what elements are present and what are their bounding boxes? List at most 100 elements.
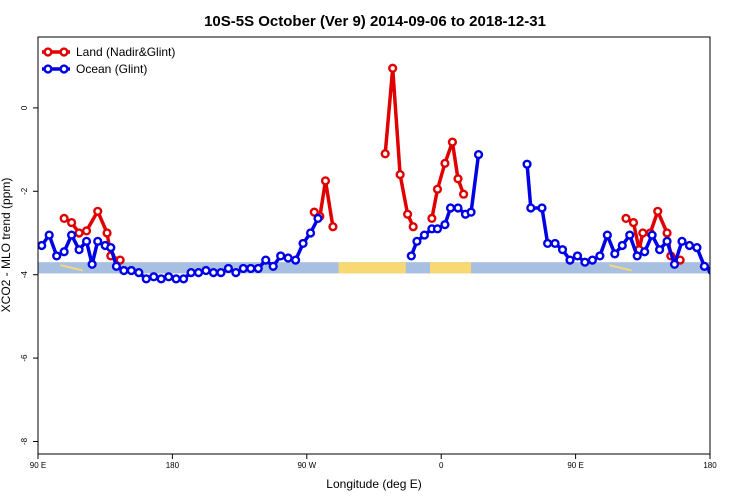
ocean-data-point xyxy=(647,230,657,240)
ocean-data-point xyxy=(445,203,456,213)
y-tick-label: -8 xyxy=(20,437,29,445)
land-data-point xyxy=(74,228,84,238)
ocean-data-point xyxy=(126,265,136,276)
land-data-point xyxy=(59,213,69,223)
ocean-data-point xyxy=(268,261,278,271)
plot-frame xyxy=(37,36,711,455)
ocean-data-point xyxy=(412,236,422,246)
ocean-data-point xyxy=(580,257,590,267)
ocean-data-point xyxy=(74,245,84,255)
ocean-data-point xyxy=(156,274,166,284)
x-tick-label: 90 E xyxy=(30,461,46,470)
ocean-data-point xyxy=(291,255,301,265)
ocean-data-point xyxy=(119,265,129,276)
land-data-point xyxy=(328,222,338,232)
ocean-data-point xyxy=(201,265,211,276)
ocean-data-point xyxy=(640,247,650,257)
legend-ocean-marker xyxy=(43,64,53,74)
land-data-point xyxy=(66,217,77,228)
ocean-data-point xyxy=(171,274,181,284)
land-data-point xyxy=(115,255,125,265)
land-series-line xyxy=(383,66,415,228)
land-data-point xyxy=(380,149,390,159)
legend-ocean-marker xyxy=(59,64,69,74)
ocean-data-point xyxy=(440,220,450,230)
land-data-point xyxy=(427,213,437,223)
ocean-data-point xyxy=(738,273,745,280)
ocean-data-point xyxy=(93,236,103,246)
y-tick-label: -6 xyxy=(20,354,29,362)
ocean-data-point xyxy=(669,259,680,269)
ocean-data-point xyxy=(59,247,69,257)
ocean-data-point xyxy=(572,251,583,261)
ocean-data-point xyxy=(432,224,443,234)
x-tick-label: 180 xyxy=(703,461,717,470)
ocean-data-point xyxy=(453,203,463,213)
ocean-data-point xyxy=(186,268,196,278)
ocean-data-point xyxy=(565,255,575,265)
ocean-data-point xyxy=(550,238,560,249)
ocean-data-point xyxy=(208,268,219,278)
land-data-point xyxy=(408,222,418,232)
ocean-data-point xyxy=(216,268,226,278)
ocean-data-point xyxy=(52,251,62,261)
ocean-data-point xyxy=(406,251,416,261)
x-tick-label: 0 xyxy=(439,461,444,470)
ocean-data-point xyxy=(44,230,54,240)
ocean-data-point xyxy=(473,149,484,160)
land-data-point xyxy=(320,176,331,186)
y-tick-label: -2 xyxy=(20,187,29,195)
ocean-data-point xyxy=(164,272,174,282)
chart-title: 10S-5S October (Ver 9) 2014-09-06 to 201… xyxy=(204,13,546,30)
ocean-data-point xyxy=(542,238,553,249)
x-tick-label: 180 xyxy=(166,461,180,470)
ocean-data-point xyxy=(662,236,672,246)
ocean-data-point xyxy=(466,207,476,217)
ocean-data-point xyxy=(231,268,241,278)
land-data-point xyxy=(395,170,405,180)
ocean-data-point xyxy=(276,251,286,261)
ocean-data-point xyxy=(261,255,271,265)
ocean-data-point xyxy=(283,253,293,263)
x-axis-label: Longitude (deg E) xyxy=(326,477,421,491)
ocean-data-point xyxy=(537,203,547,213)
ocean-data-point xyxy=(557,245,568,255)
ocean-data-point xyxy=(723,269,730,276)
y-axis-label: XCO2 - MLO trend (ppm) xyxy=(0,178,13,313)
land-data-point xyxy=(621,213,631,223)
ocean-data-point xyxy=(522,159,532,169)
ocean-data-point xyxy=(526,203,536,213)
ocean-data-point xyxy=(246,263,256,274)
ocean-series-line xyxy=(525,164,710,272)
ocean-data-point xyxy=(625,230,635,240)
ocean-data-point xyxy=(595,251,605,261)
ocean-data-point xyxy=(684,240,695,251)
ocean-data-point xyxy=(38,240,47,251)
ocean-data-point xyxy=(654,245,665,255)
land-data-point xyxy=(662,228,672,238)
ocean-data-point xyxy=(587,255,598,265)
ocean-data-point xyxy=(610,249,620,259)
x-tick-label: 90 W xyxy=(297,461,316,470)
ocean-data-point xyxy=(179,274,189,284)
x-tick-label: 90 E xyxy=(567,461,583,470)
land-data-point xyxy=(388,63,398,73)
ocean-data-point xyxy=(298,238,308,249)
land-data-point xyxy=(93,206,103,216)
legend: Land (Nadir&Glint) Ocean (Glint) xyxy=(42,45,175,76)
ocean-data-point xyxy=(602,230,612,240)
ocean-data-point xyxy=(149,272,159,282)
ocean-data-point xyxy=(707,266,710,275)
land-mark xyxy=(608,264,632,272)
ocean-data-point xyxy=(134,268,144,278)
land-data-point xyxy=(81,226,92,236)
ocean-data-point xyxy=(699,261,710,271)
ocean-data-point xyxy=(66,230,77,240)
ocean-data-point xyxy=(632,251,642,261)
land-band xyxy=(338,262,406,274)
ocean-data-point xyxy=(692,242,702,253)
background-band xyxy=(38,262,710,274)
land-mark xyxy=(60,264,84,272)
ocean-data-point xyxy=(111,261,122,271)
